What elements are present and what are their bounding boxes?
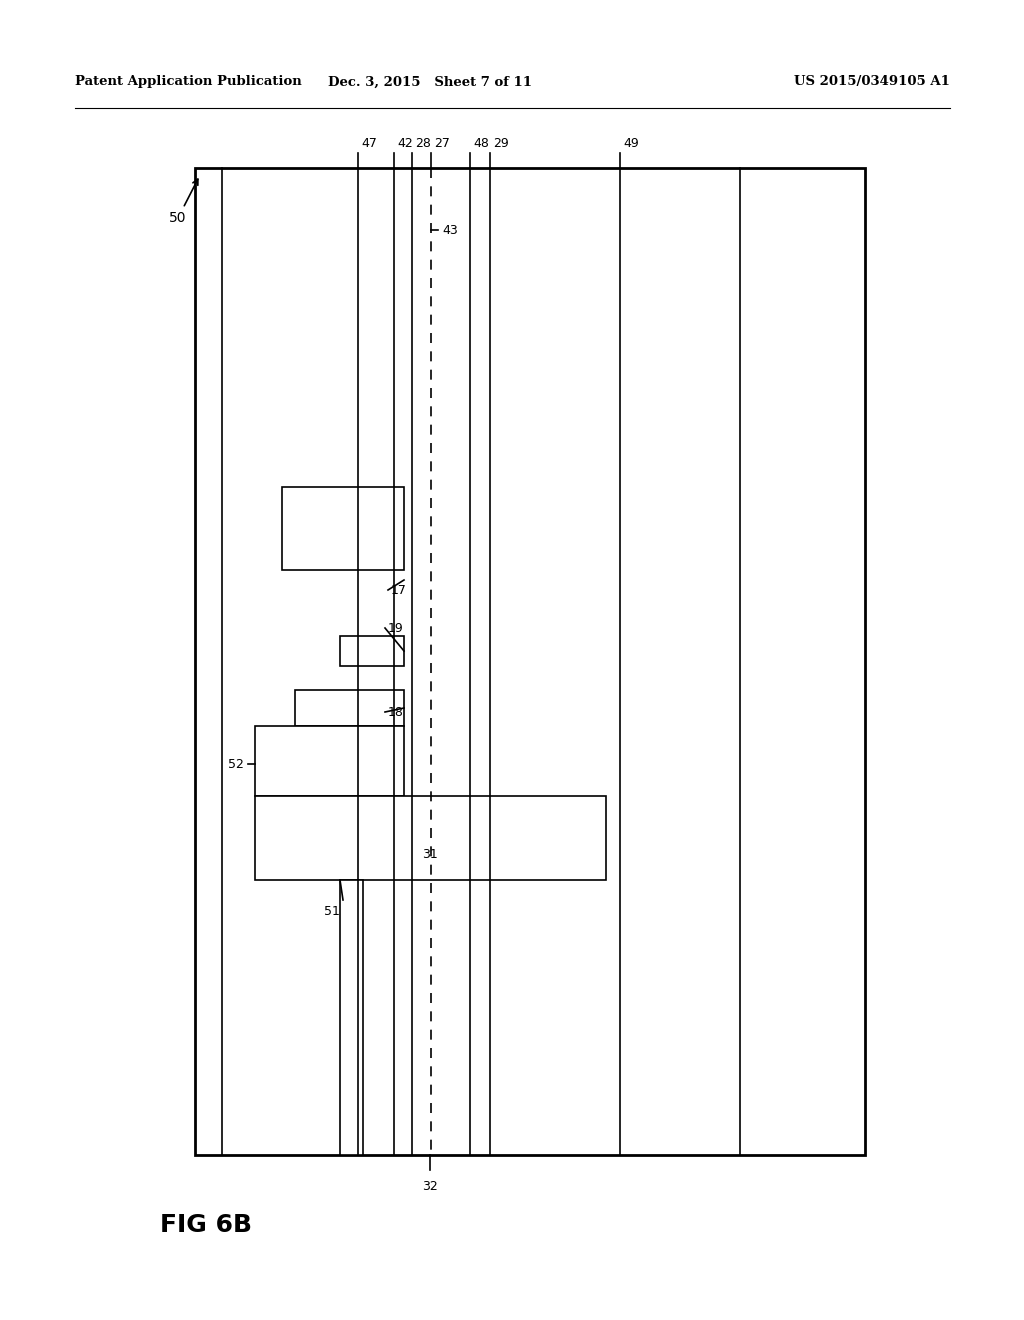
- Bar: [282, 487, 404, 570]
- Text: Dec. 3, 2015   Sheet 7 of 11: Dec. 3, 2015 Sheet 7 of 11: [328, 75, 532, 88]
- Text: 49: 49: [623, 137, 639, 150]
- Bar: [340, 880, 362, 1155]
- Text: 28: 28: [415, 137, 431, 150]
- Text: 43: 43: [442, 223, 458, 236]
- Text: 42: 42: [397, 137, 413, 150]
- Text: 19: 19: [388, 622, 403, 635]
- Bar: [340, 636, 404, 667]
- Text: 27: 27: [434, 137, 450, 150]
- Text: 47: 47: [361, 137, 377, 150]
- Text: 18: 18: [388, 705, 403, 718]
- Bar: [255, 796, 606, 880]
- Text: 48: 48: [473, 137, 488, 150]
- Text: 50: 50: [169, 180, 198, 224]
- Text: FIG 6B: FIG 6B: [160, 1213, 252, 1237]
- Bar: [195, 168, 865, 1155]
- Text: 51: 51: [325, 906, 340, 917]
- Text: Patent Application Publication: Patent Application Publication: [75, 75, 302, 88]
- Bar: [255, 726, 404, 796]
- Text: US 2015/0349105 A1: US 2015/0349105 A1: [795, 75, 950, 88]
- Text: 52: 52: [228, 758, 244, 771]
- Text: 32: 32: [422, 1180, 438, 1193]
- Text: 17: 17: [391, 583, 407, 597]
- Text: 29: 29: [493, 137, 509, 150]
- Text: 31: 31: [422, 849, 438, 862]
- Bar: [295, 690, 404, 726]
